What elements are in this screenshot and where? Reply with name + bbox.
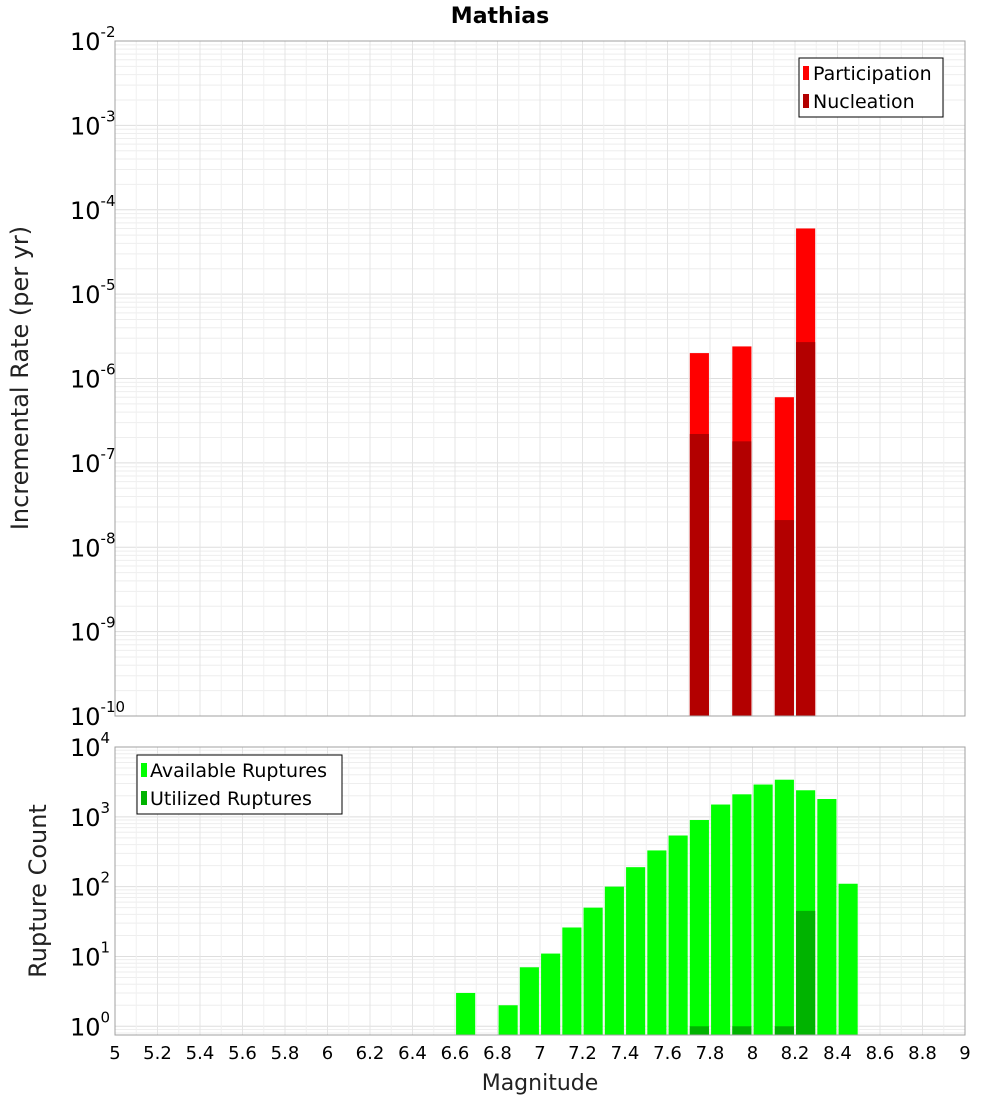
count-bar-available-ruptures [647, 850, 667, 1035]
legend-swatch-available [141, 763, 147, 777]
x-tick-label: 6.6 [441, 1043, 470, 1064]
rate-panel: 10-10 10-9 10-8 10-7 10-6 10-5 10-4 10-3 10-2 In… [6, 23, 966, 731]
count-bar-available-ruptures [456, 992, 476, 1035]
x-tick-label: 8 [747, 1043, 758, 1064]
rate-y-tick-label: 10-8 [70, 529, 116, 562]
count-bar-available-ruptures [838, 883, 858, 1035]
legend-swatch-participation [803, 66, 809, 80]
x-tick-label: 8.8 [908, 1043, 937, 1064]
count-y-axis-label: Rupture Count [24, 804, 52, 978]
rate-y-tick-label: 10-6 [70, 361, 116, 394]
count-bar-available-ruptures [732, 794, 752, 1035]
count-y-tick-label: 101 [70, 938, 110, 971]
x-tick-label: 8.4 [823, 1043, 852, 1064]
rate-y-tick-label: 10-10 [70, 698, 125, 731]
count-y-ticks: 100 101 102 103 104 [70, 729, 110, 1041]
x-tick-label: 7.2 [568, 1043, 597, 1064]
rate-legend: Participation Nucleation [798, 57, 944, 118]
count-bar-available-ruptures [562, 927, 582, 1035]
rate-y-tick-label: 10-3 [70, 107, 116, 140]
rate-y-tick-label: 10-9 [70, 614, 116, 647]
count-bar-utilized-ruptures [774, 1026, 794, 1035]
x-tick-label: 5.6 [228, 1043, 257, 1064]
x-tick-label: 7.6 [653, 1043, 682, 1064]
count-panel: 100 101 102 103 104 5 5.2 5.4 5.6 5.8 6 6.2 6.4 6.6 6… [24, 729, 971, 1096]
rate-y-ticks: 10-10 10-9 10-8 10-7 10-6 10-5 10-4 10-3 10-2 [70, 23, 125, 731]
magnitude-x-ticks: 5 5.2 5.4 5.6 5.8 6 6.2 6.4 6.6 6.8 7 7.2 7.4 7.6 7.8 8… [109, 1043, 970, 1064]
count-bar-available-ruptures [626, 867, 646, 1035]
x-tick-label: 6.4 [398, 1043, 427, 1064]
legend-label-participation: Participation [813, 63, 932, 85]
count-y-tick-label: 102 [70, 869, 110, 902]
x-tick-label: 6 [322, 1043, 333, 1064]
legend-swatch-nucleation [803, 94, 809, 108]
rate-bar-nucleation [689, 433, 709, 716]
count-y-tick-label: 100 [70, 1008, 110, 1041]
count-bar-available-ruptures [689, 820, 709, 1035]
count-bar-available-ruptures [753, 784, 773, 1035]
count-y-tick-label: 104 [70, 729, 110, 762]
rate-y-tick-label: 10-2 [70, 23, 116, 56]
count-plot-border [114, 746, 966, 1036]
count-legend: Available Ruptures Utilized Ruptures [136, 754, 343, 815]
count-bar-available-ruptures [519, 967, 539, 1035]
rate-legend-box [798, 57, 944, 118]
x-axis-label: Magnitude [482, 1071, 599, 1096]
count-bar-available-ruptures [711, 804, 731, 1035]
rate-bars [689, 228, 816, 716]
rate-bar-nucleation [796, 342, 816, 716]
x-tick-label: 8.2 [781, 1043, 810, 1064]
legend-label-available: Available Ruptures [150, 760, 327, 782]
x-tick-label: 6.2 [356, 1043, 385, 1064]
count-y-tick-label: 103 [70, 799, 110, 832]
x-tick-label: 5 [109, 1043, 120, 1064]
legend-label-utilized: Utilized Ruptures [150, 788, 312, 810]
x-tick-label: 6.8 [483, 1043, 512, 1064]
count-bar-utilized-ruptures [732, 1026, 752, 1035]
x-tick-label: 9 [959, 1043, 970, 1064]
count-bar-available-ruptures [817, 798, 837, 1035]
x-tick-label: 7.4 [611, 1043, 640, 1064]
rate-y-tick-label: 10-4 [70, 192, 116, 225]
chart-title: Mathias [451, 4, 549, 29]
x-tick-label: 8.6 [866, 1043, 895, 1064]
count-bar-available-ruptures [774, 779, 794, 1035]
rate-plot-border [114, 40, 966, 717]
count-bar-available-ruptures [604, 886, 624, 1035]
x-tick-label: 5.8 [271, 1043, 300, 1064]
x-tick-label: 5.4 [186, 1043, 215, 1064]
count-bars [456, 779, 858, 1035]
rate-grid [114, 41, 966, 717]
count-bar-available-ruptures [668, 835, 688, 1035]
x-tick-label: 7.8 [696, 1043, 725, 1064]
rate-y-tick-label: 10-5 [70, 276, 116, 309]
count-legend-box [136, 754, 343, 815]
count-bar-available-ruptures [498, 1005, 518, 1035]
count-bar-available-ruptures [541, 953, 561, 1035]
legend-label-nucleation: Nucleation [813, 91, 915, 113]
rate-y-tick-label: 10-7 [70, 445, 116, 478]
legend-swatch-utilized [141, 791, 147, 805]
count-bar-available-ruptures [583, 907, 603, 1035]
rate-bar-nucleation [732, 441, 752, 716]
count-bar-utilized-ruptures [689, 1026, 709, 1035]
count-bar-utilized-ruptures [796, 910, 816, 1035]
x-tick-label: 5.2 [143, 1043, 172, 1064]
x-tick-label: 7 [534, 1043, 545, 1064]
rate-y-axis-label: Incremental Rate (per yr) [6, 226, 34, 530]
rate-bar-nucleation [774, 520, 794, 716]
